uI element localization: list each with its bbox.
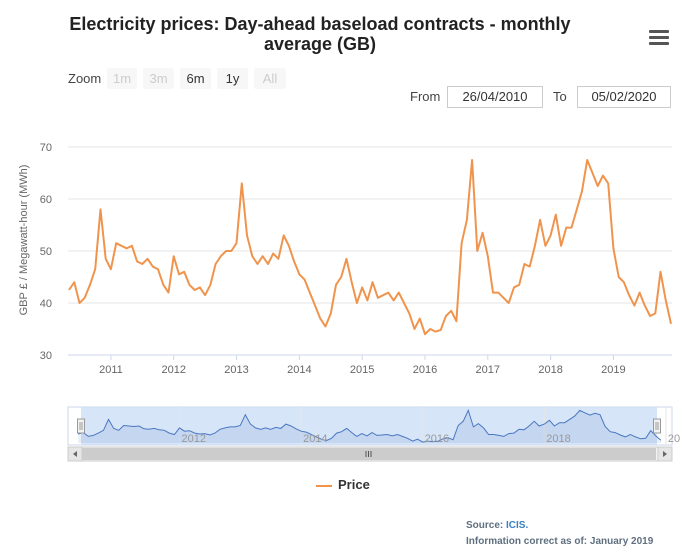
navigator-series-line — [77, 409, 662, 443]
range-to-input[interactable]: 05/02/2020 — [577, 86, 671, 108]
zoom-1y-button[interactable]: 1y — [217, 68, 248, 89]
x-tick-label: 2015 — [350, 364, 374, 376]
zoom-all-button: All — [254, 68, 286, 89]
y-tick-label: 40 — [40, 298, 52, 310]
y-axis-label: GBP £ / Megawatt-hour (MWh) — [18, 165, 30, 316]
x-tick-label: 2013 — [224, 364, 248, 376]
zoom-label: Zoom — [68, 71, 102, 86]
navigator-right-handle[interactable] — [653, 418, 661, 434]
hamburger-menu-icon[interactable] — [649, 30, 669, 46]
scrollbar-grip-icon — [365, 451, 372, 457]
navigator-left-handle[interactable] — [77, 418, 85, 434]
range-from-input[interactable]: 26/04/2010 — [447, 86, 543, 108]
navigator-selected-range[interactable] — [81, 407, 657, 445]
zoom-6m-button[interactable]: 6m — [180, 68, 211, 89]
legend-item-price[interactable]: Price — [316, 477, 370, 492]
x-tick-label: 2016 — [413, 364, 437, 376]
chart-title-line-1: Electricity prices: Day-ahead baseload c… — [69, 14, 571, 34]
navigator-grid — [178, 407, 667, 445]
navigator-tick-label: 202 — [668, 433, 680, 445]
chart-title-line-2: average (GB) — [263, 34, 377, 54]
navigator[interactable]: 2012 2014 2016 2018 202 — [67, 406, 680, 446]
legend-line-symbol — [316, 484, 332, 487]
range-from-label: From — [410, 89, 441, 104]
price-series-line[interactable] — [68, 159, 672, 336]
source-prefix: Source: — [466, 520, 507, 531]
x-axis-ticks: 2011 2012 2013 2014 2015 2016 2017 2018 2019 — [99, 355, 626, 376]
source-link[interactable]: ICIS. — [506, 520, 529, 531]
navigator-tick-label: 2012 — [181, 433, 205, 445]
y-axis-ticks: 30 40 50 60 70 — [40, 142, 52, 362]
navigator-ticks: 2012 2014 2016 2018 202 — [181, 433, 680, 445]
scroll-right-arrow-icon — [663, 451, 667, 457]
y-tick-label: 50 — [40, 246, 52, 258]
chart-title: Electricity prices: Day-ahead baseload c… — [40, 14, 600, 54]
navigator-series-area — [78, 410, 661, 443]
scrollbar[interactable] — [67, 446, 673, 462]
zoom-3m-button: 3m — [143, 68, 174, 89]
range-to-label: To — [553, 89, 567, 104]
x-tick-label: 2018 — [538, 364, 562, 376]
y-tick-label: 30 — [40, 350, 52, 362]
grid-lines — [68, 146, 672, 304]
source-note: Source: ICIS. Information correct as of:… — [466, 518, 653, 550]
x-tick-label: 2011 — [99, 364, 123, 376]
source-info: Information correct as of: January 2019 — [466, 536, 654, 547]
x-tick-label: 2012 — [161, 364, 185, 376]
legend-label: Price — [338, 477, 370, 492]
y-tick-label: 70 — [40, 142, 52, 154]
zoom-1m-button: 1m — [107, 68, 137, 89]
navigator-tick-label: 2014 — [303, 433, 327, 445]
scroll-left-arrow-icon — [73, 451, 77, 457]
y-tick-label: 60 — [40, 194, 52, 206]
x-tick-label: 2014 — [287, 364, 311, 376]
x-tick-label: 2017 — [476, 364, 500, 376]
navigator-tick-label: 2018 — [546, 433, 570, 445]
x-tick-label: 2019 — [601, 364, 625, 376]
navigator-tick-label: 2016 — [425, 433, 449, 445]
